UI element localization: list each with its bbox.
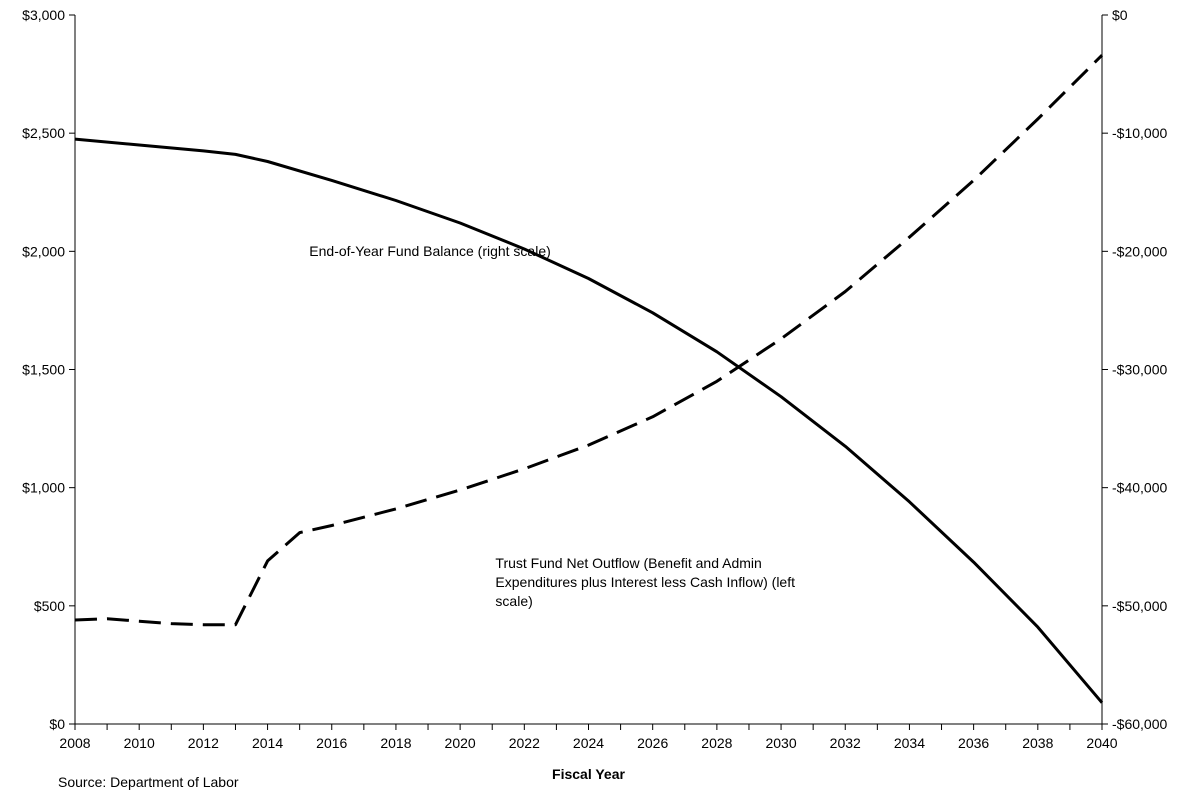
x-tick-label: 2010 — [124, 735, 155, 751]
x-tick-label: 2038 — [1022, 735, 1053, 751]
left-tick-label: $3,000 — [22, 7, 65, 23]
right-tick-label: -$40,000 — [1112, 480, 1167, 496]
x-tick-label: 2022 — [509, 735, 540, 751]
x-tick-label: 2024 — [573, 735, 604, 751]
x-tick-label: 2012 — [188, 735, 219, 751]
series-group — [74, 54, 1104, 704]
x-tick-label: 2016 — [316, 735, 347, 751]
right-tick-label: -$30,000 — [1112, 362, 1167, 378]
left-y-ticks: $0 $500 $1,000 $1,500 $2,000 $2,500 $3,000 — [22, 7, 75, 732]
right-tick-label: -$10,000 — [1112, 125, 1167, 141]
series-line-fund-balance — [74, 137, 1104, 704]
left-tick-label: $1,500 — [22, 362, 65, 378]
annotation-line: Trust Fund Net Outflow (Benefit and Admi… — [495, 555, 761, 571]
source-note: Source: Department of Labor — [58, 774, 239, 790]
left-tick-label: $1,000 — [22, 480, 65, 496]
x-tick-label: 2040 — [1086, 735, 1117, 751]
x-tick-label: 2030 — [765, 735, 796, 751]
right-tick-label: -$60,000 — [1112, 716, 1167, 732]
x-tick-label: 2018 — [380, 735, 411, 751]
left-tick-label: $500 — [34, 598, 65, 614]
chart-axes — [74, 15, 1103, 725]
x-tick-label: 2026 — [637, 735, 668, 751]
annotation-line: End-of-Year Fund Balance (right scale) — [309, 243, 551, 259]
x-tick-label: 2028 — [701, 735, 732, 751]
x-tick-label: 2020 — [445, 735, 476, 751]
left-tick-label: $2,500 — [22, 125, 65, 141]
x-tick-label: 2034 — [894, 735, 925, 751]
right-tick-label: -$20,000 — [1112, 243, 1167, 259]
annotation-line: Expenditures plus Interest less Cash Inf… — [495, 574, 795, 590]
series-annotation: End-of-Year Fund Balance (right scale) — [309, 243, 551, 259]
x-ticks: 2008 2010 2012 2014 2016 2018 2020 2022 2024 2026… — [59, 724, 1118, 751]
annotations: End-of-Year Fund Balance (right scale) Tr… — [309, 243, 795, 609]
series-annotation: Trust Fund Net Outflow (Benefit and Admi… — [495, 555, 795, 609]
x-tick-label: 2032 — [830, 735, 861, 751]
series-line-net-outflow — [74, 54, 1104, 627]
right-tick-label: $0 — [1112, 7, 1128, 23]
annotation-line: scale) — [495, 593, 532, 609]
right-y-ticks: -$60,000 -$50,000 -$40,000 -$30,000 -$20,000… — [1102, 7, 1167, 732]
x-tick-label: 2036 — [958, 735, 989, 751]
left-tick-label: $0 — [49, 716, 65, 732]
x-axis-title: Fiscal Year — [552, 766, 625, 782]
left-tick-label: $2,000 — [22, 243, 65, 259]
x-tick-label: 2008 — [59, 735, 90, 751]
x-tick-label: 2014 — [252, 735, 283, 751]
right-tick-label: -$50,000 — [1112, 598, 1167, 614]
